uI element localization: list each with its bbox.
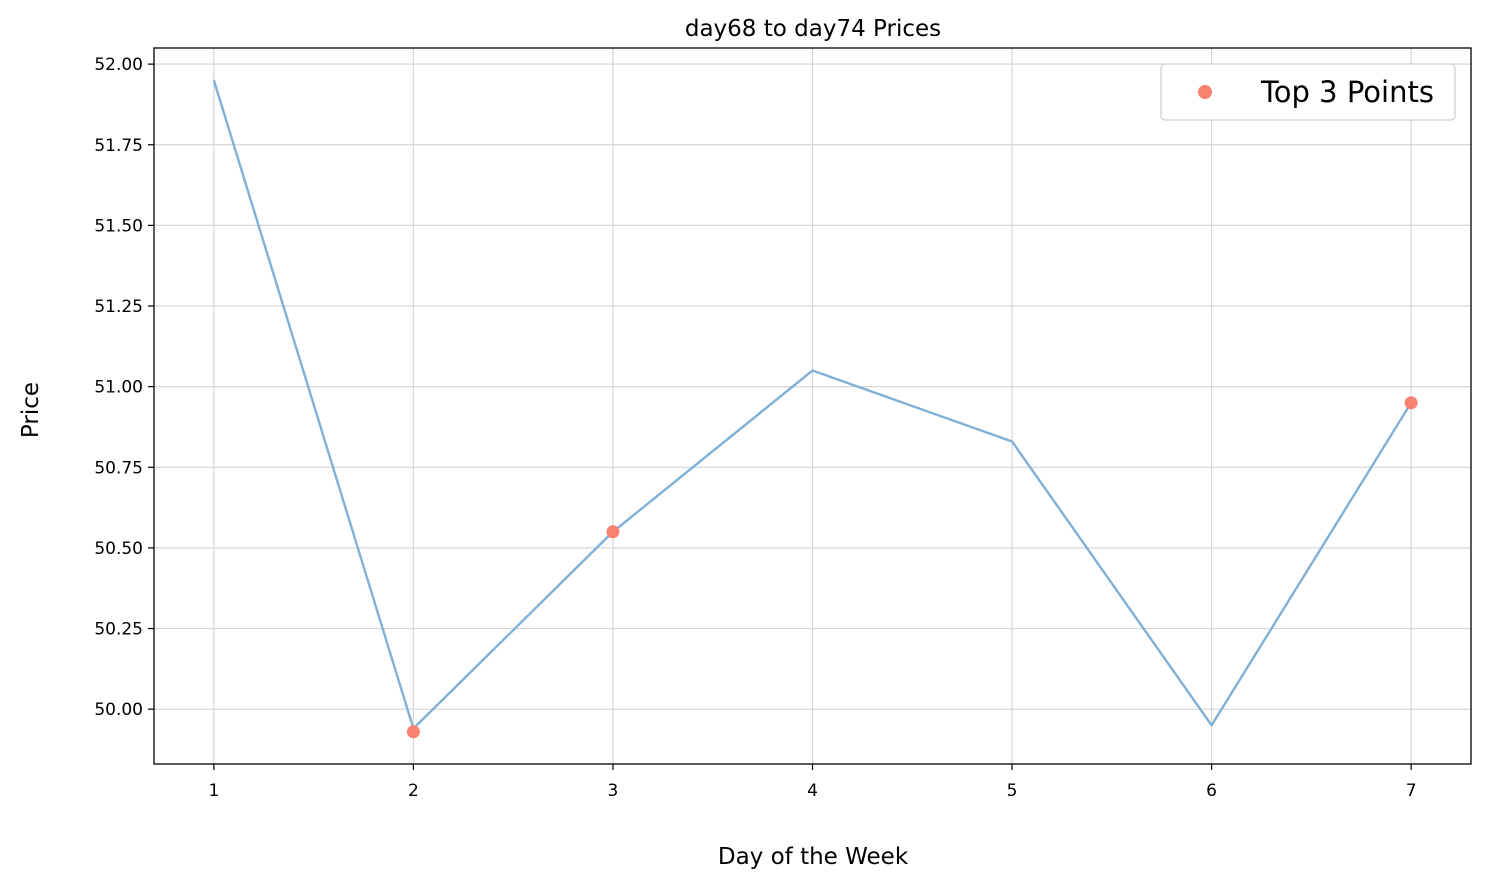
top-point-marker — [606, 525, 620, 539]
y-tick-label: 51.75 — [94, 136, 143, 156]
x-tick-label: 4 — [807, 781, 818, 801]
x-axis-title: Day of the Week — [718, 844, 909, 870]
x-tick-label: 1 — [208, 781, 219, 801]
legend-marker-top-3-points — [1198, 85, 1212, 99]
top-point-marker — [1404, 396, 1418, 410]
y-tick-label: 51.00 — [94, 378, 143, 398]
legend-label-top-3-points: Top 3 Points — [1260, 75, 1434, 109]
x-tick-label: 7 — [1406, 781, 1417, 801]
y-tick-label: 52.00 — [94, 55, 143, 75]
y-tick-label: 50.00 — [94, 700, 143, 720]
y-tick-label: 50.50 — [94, 539, 143, 559]
grid-lines — [154, 48, 1471, 764]
top-points-series — [406, 396, 1418, 739]
top-point-marker — [406, 725, 420, 739]
y-axis-title: Price — [18, 382, 44, 438]
chart-title: day68 to day74 Prices — [685, 16, 941, 42]
y-tick-label: 51.25 — [94, 297, 143, 317]
y-tick-label: 51.50 — [94, 216, 143, 236]
legend-box — [1160, 63, 1456, 121]
x-axis-ticks: 1 2 3 4 5 6 7 — [208, 764, 1417, 801]
x-tick-label: 6 — [1206, 781, 1217, 801]
legend: Top 3 Points — [1160, 63, 1456, 121]
x-tick-label: 5 — [1007, 781, 1018, 801]
y-tick-label: 50.75 — [94, 458, 143, 478]
x-tick-label: 2 — [408, 781, 419, 801]
x-tick-label: 3 — [608, 781, 619, 801]
y-tick-label: 50.25 — [94, 620, 143, 640]
y-axis-ticks: 50.00 50.25 50.50 50.75 51.00 51.25 51.50 51.75… — [94, 55, 154, 720]
